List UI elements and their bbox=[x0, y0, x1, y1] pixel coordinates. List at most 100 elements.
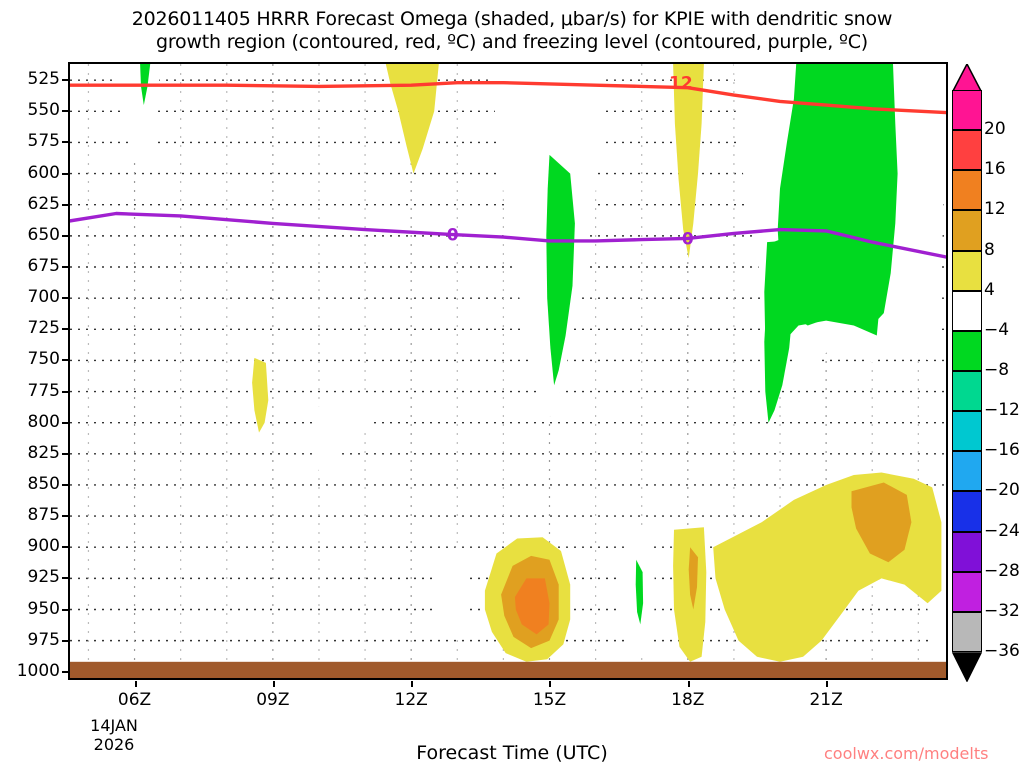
x-axis-tick-mark bbox=[411, 681, 414, 687]
y-axis-tick-label: 725 bbox=[27, 318, 60, 339]
colorbar-tick-label: −36 bbox=[984, 641, 1020, 661]
y-axis-tick-mark bbox=[62, 266, 68, 268]
colorbar-tick-label: 8 bbox=[984, 239, 995, 260]
y-axis-tick-mark bbox=[62, 110, 68, 113]
colorbar-swatch bbox=[952, 90, 982, 131]
y-axis-tick-label: 875 bbox=[27, 505, 60, 526]
title-line-2: growth region (contoured, red, ºC) and f… bbox=[155, 31, 869, 53]
omega-shade-teal bbox=[635, 559, 644, 625]
colorbar-tick-label: −12 bbox=[984, 400, 1020, 421]
omega-shade-orange bbox=[514, 578, 550, 635]
x-axis-title: Forecast Time (UTC) bbox=[416, 742, 608, 764]
y-axis-tick-label: 700 bbox=[27, 287, 60, 308]
y-axis-tick-label: 900 bbox=[27, 536, 60, 557]
x-axis-tick-label: 21Z bbox=[809, 690, 843, 710]
y-axis-tick-mark bbox=[62, 515, 68, 518]
y-axis-tick-mark bbox=[62, 79, 68, 82]
colorbar-tick-label: −24 bbox=[984, 520, 1020, 541]
omega-shade-green bbox=[616, 529, 656, 657]
y-axis-tick-mark bbox=[62, 172, 68, 175]
y-axis-tick-label: 550 bbox=[27, 100, 60, 121]
contour-label: 0 bbox=[447, 226, 459, 246]
y-axis-tick-mark bbox=[62, 670, 68, 673]
colorbar-tick-label: 12 bbox=[984, 199, 1006, 220]
y-axis-tick-label: 1000 bbox=[16, 660, 60, 681]
omega-shade-teal bbox=[546, 154, 575, 386]
y-axis-tick-mark bbox=[62, 577, 68, 580]
colorbar-swatch bbox=[952, 371, 982, 412]
colorbar-swatch bbox=[952, 210, 982, 251]
date-stamp: 14JAN 2026 bbox=[76, 716, 152, 754]
y-axis-tick-mark bbox=[62, 234, 68, 237]
title-line-1: 2026011405 HRRR Forecast Omega (shaded, … bbox=[131, 8, 893, 30]
y-axis-tick-mark bbox=[62, 608, 68, 611]
y-axis-tick-label: 600 bbox=[27, 162, 60, 183]
colorbar-swatch bbox=[952, 330, 982, 371]
y-axis-tick-mark bbox=[62, 390, 68, 393]
y-axis-tick-mark bbox=[62, 328, 68, 331]
contour-label: 0 bbox=[682, 229, 694, 249]
colorbar-swatch bbox=[952, 571, 982, 612]
colorbar-swatch bbox=[952, 411, 982, 452]
y-axis-tick-mark bbox=[62, 639, 68, 642]
omega-shaded-field: 12 0 0 bbox=[70, 64, 946, 678]
contour-line-dendritic-growth bbox=[70, 81, 946, 115]
omega-shade-yellow bbox=[673, 527, 707, 662]
y-axis-tick-label: 800 bbox=[27, 411, 60, 432]
y-axis-tick-label: 975 bbox=[27, 629, 60, 650]
y-axis-tick-mark bbox=[62, 483, 68, 486]
colorbar-tick-label: −32 bbox=[984, 600, 1020, 621]
y-axis-tick-mark bbox=[62, 203, 68, 206]
y-axis-tick-label: 850 bbox=[27, 473, 60, 494]
colorbar-swatch bbox=[952, 451, 982, 492]
colorbar-tick-label: −28 bbox=[984, 560, 1020, 581]
x-axis-tick-label: 09Z bbox=[256, 690, 290, 710]
y-axis-tick-label: 675 bbox=[27, 256, 60, 276]
y-axis-tick-label: 625 bbox=[27, 193, 60, 214]
colorbar-swatch bbox=[952, 531, 982, 572]
omega-shade-yellow bbox=[385, 64, 439, 174]
omega-shade-yellow bbox=[252, 357, 269, 433]
colorbar-swatch bbox=[952, 250, 982, 291]
y-axis-tick-label: 525 bbox=[27, 69, 60, 90]
x-axis-tick-mark bbox=[826, 681, 829, 687]
colorbar-swatch bbox=[952, 290, 982, 331]
x-axis-tick-label: 06Z bbox=[117, 690, 152, 710]
y-axis-tick-label: 950 bbox=[27, 598, 60, 619]
y-axis-tick-label: 750 bbox=[27, 349, 60, 370]
y-axis-tick-label: 825 bbox=[27, 442, 60, 463]
watermark: coolwx.com/modelts bbox=[824, 744, 989, 763]
y-axis-tick-mark bbox=[62, 359, 68, 362]
x-axis-tick-mark bbox=[134, 681, 137, 687]
colorbar-under-arrow bbox=[951, 652, 983, 683]
x-axis-tick-mark bbox=[549, 681, 552, 687]
x-axis-tick-mark bbox=[687, 681, 690, 687]
omega-shade-green bbox=[434, 547, 469, 641]
colorbar-swatch bbox=[952, 611, 982, 652]
page-title: 2026011405 HRRR Forecast Omega (shaded, … bbox=[0, 8, 1024, 54]
y-axis-tick-mark bbox=[62, 297, 68, 300]
y-axis-tick-label: 650 bbox=[27, 224, 60, 245]
x-axis-tick-mark bbox=[272, 681, 275, 687]
omega-shade-green bbox=[312, 395, 370, 477]
omega-shade-green bbox=[111, 64, 160, 169]
colorbar-tick-label: −8 bbox=[984, 360, 1010, 380]
colorbar-tick-label: −4 bbox=[984, 319, 1010, 340]
date-stamp-day: 14JAN bbox=[90, 716, 138, 735]
colorbar-tick-label: −20 bbox=[984, 480, 1020, 501]
y-axis-tick-label: 775 bbox=[27, 380, 60, 401]
y-axis-tick-mark bbox=[62, 452, 68, 455]
colorbar-tick-label: −16 bbox=[984, 440, 1020, 461]
chart-plot-area: 12 0 0 bbox=[68, 62, 948, 680]
y-axis-tick-mark bbox=[62, 546, 68, 549]
y-axis-tick-mark bbox=[62, 141, 68, 144]
omega-shade-yellow bbox=[673, 64, 704, 259]
x-axis-tick-label: 18Z bbox=[671, 690, 705, 710]
omega-shade-ochre bbox=[851, 482, 912, 563]
date-stamp-year: 2026 bbox=[93, 735, 135, 754]
y-axis-tick-mark bbox=[62, 421, 68, 424]
x-axis-tick-label: 12Z bbox=[394, 690, 428, 710]
contour-line-freezing-level bbox=[70, 211, 946, 259]
contour-label: 12 bbox=[669, 74, 693, 94]
colorbar bbox=[951, 62, 983, 683]
